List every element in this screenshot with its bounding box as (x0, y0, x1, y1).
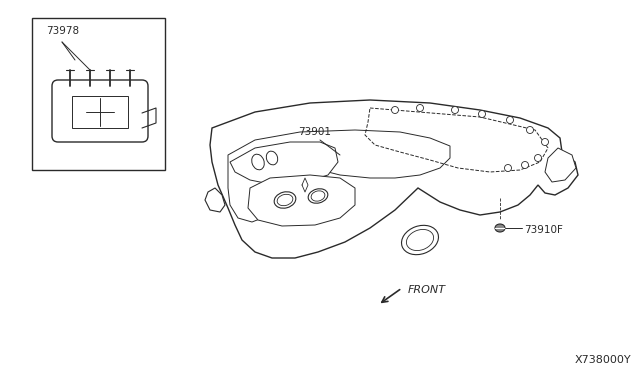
Circle shape (392, 106, 399, 113)
Circle shape (504, 164, 511, 171)
Circle shape (527, 126, 534, 134)
Text: 73910F: 73910F (524, 225, 563, 235)
Polygon shape (230, 142, 338, 185)
Circle shape (522, 161, 529, 169)
Circle shape (417, 105, 424, 112)
Circle shape (479, 110, 486, 118)
Circle shape (534, 154, 541, 161)
Text: FRONT: FRONT (408, 285, 446, 295)
Ellipse shape (277, 194, 293, 206)
Ellipse shape (495, 224, 505, 232)
Polygon shape (248, 175, 355, 226)
Text: 73978: 73978 (46, 26, 79, 36)
Ellipse shape (401, 225, 438, 255)
Polygon shape (228, 130, 450, 222)
Ellipse shape (252, 154, 264, 170)
Polygon shape (210, 100, 578, 258)
Ellipse shape (308, 189, 328, 203)
Circle shape (506, 116, 513, 124)
Circle shape (541, 138, 548, 145)
Polygon shape (545, 148, 576, 182)
Polygon shape (205, 188, 225, 212)
Ellipse shape (266, 151, 278, 165)
Text: 73901: 73901 (298, 127, 331, 137)
Ellipse shape (406, 230, 433, 251)
Bar (32, 18, 165, 170)
Ellipse shape (274, 192, 296, 208)
Circle shape (451, 106, 458, 113)
FancyBboxPatch shape (52, 80, 148, 142)
Ellipse shape (311, 191, 325, 201)
Text: X738000Y: X738000Y (575, 355, 632, 365)
Bar (72, 96, 128, 128)
